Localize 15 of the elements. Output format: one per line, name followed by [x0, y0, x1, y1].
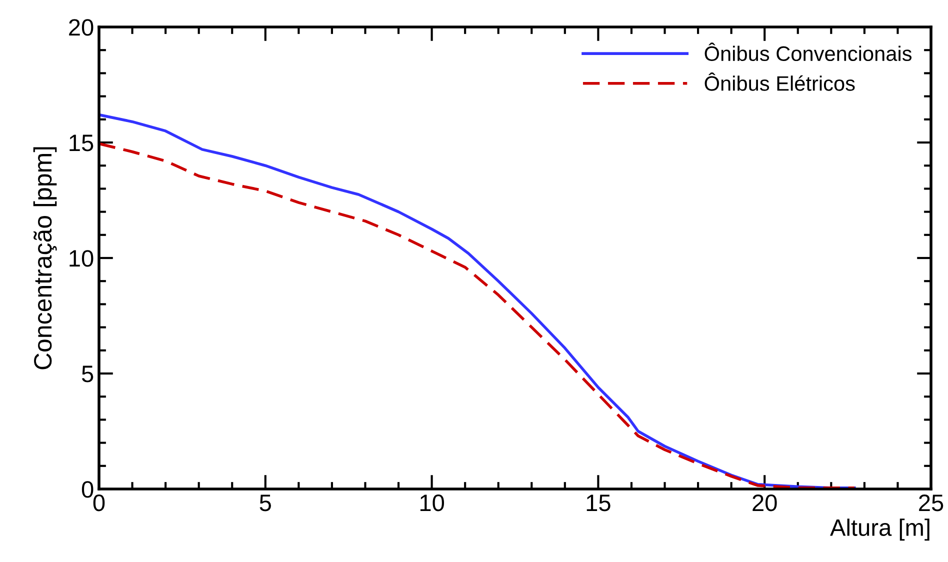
y-axis-title: Concentração [ppm] — [33, 147, 57, 370]
x-tick-label: 10 — [420, 494, 444, 512]
x-tick-label: 25 — [919, 494, 944, 512]
y-tick-label: 20 — [69, 19, 94, 36]
y-tick-label: 5 — [82, 366, 94, 382]
y-tick-label: 10 — [70, 250, 94, 267]
legend-label: Ônibus Elétricos — [704, 72, 855, 91]
y-tick-label: 0 — [82, 481, 94, 498]
legend-label: Ônibus Convencionais — [704, 42, 912, 62]
x-tick-label: 20 — [752, 494, 777, 512]
x-axis-title: Altura [m] — [830, 518, 930, 541]
y-tick-label: 15 — [70, 134, 94, 152]
x-tick-label: 0 — [93, 494, 105, 512]
x-tick-label: 5 — [260, 494, 271, 512]
x-tick-label: 15 — [586, 494, 610, 512]
